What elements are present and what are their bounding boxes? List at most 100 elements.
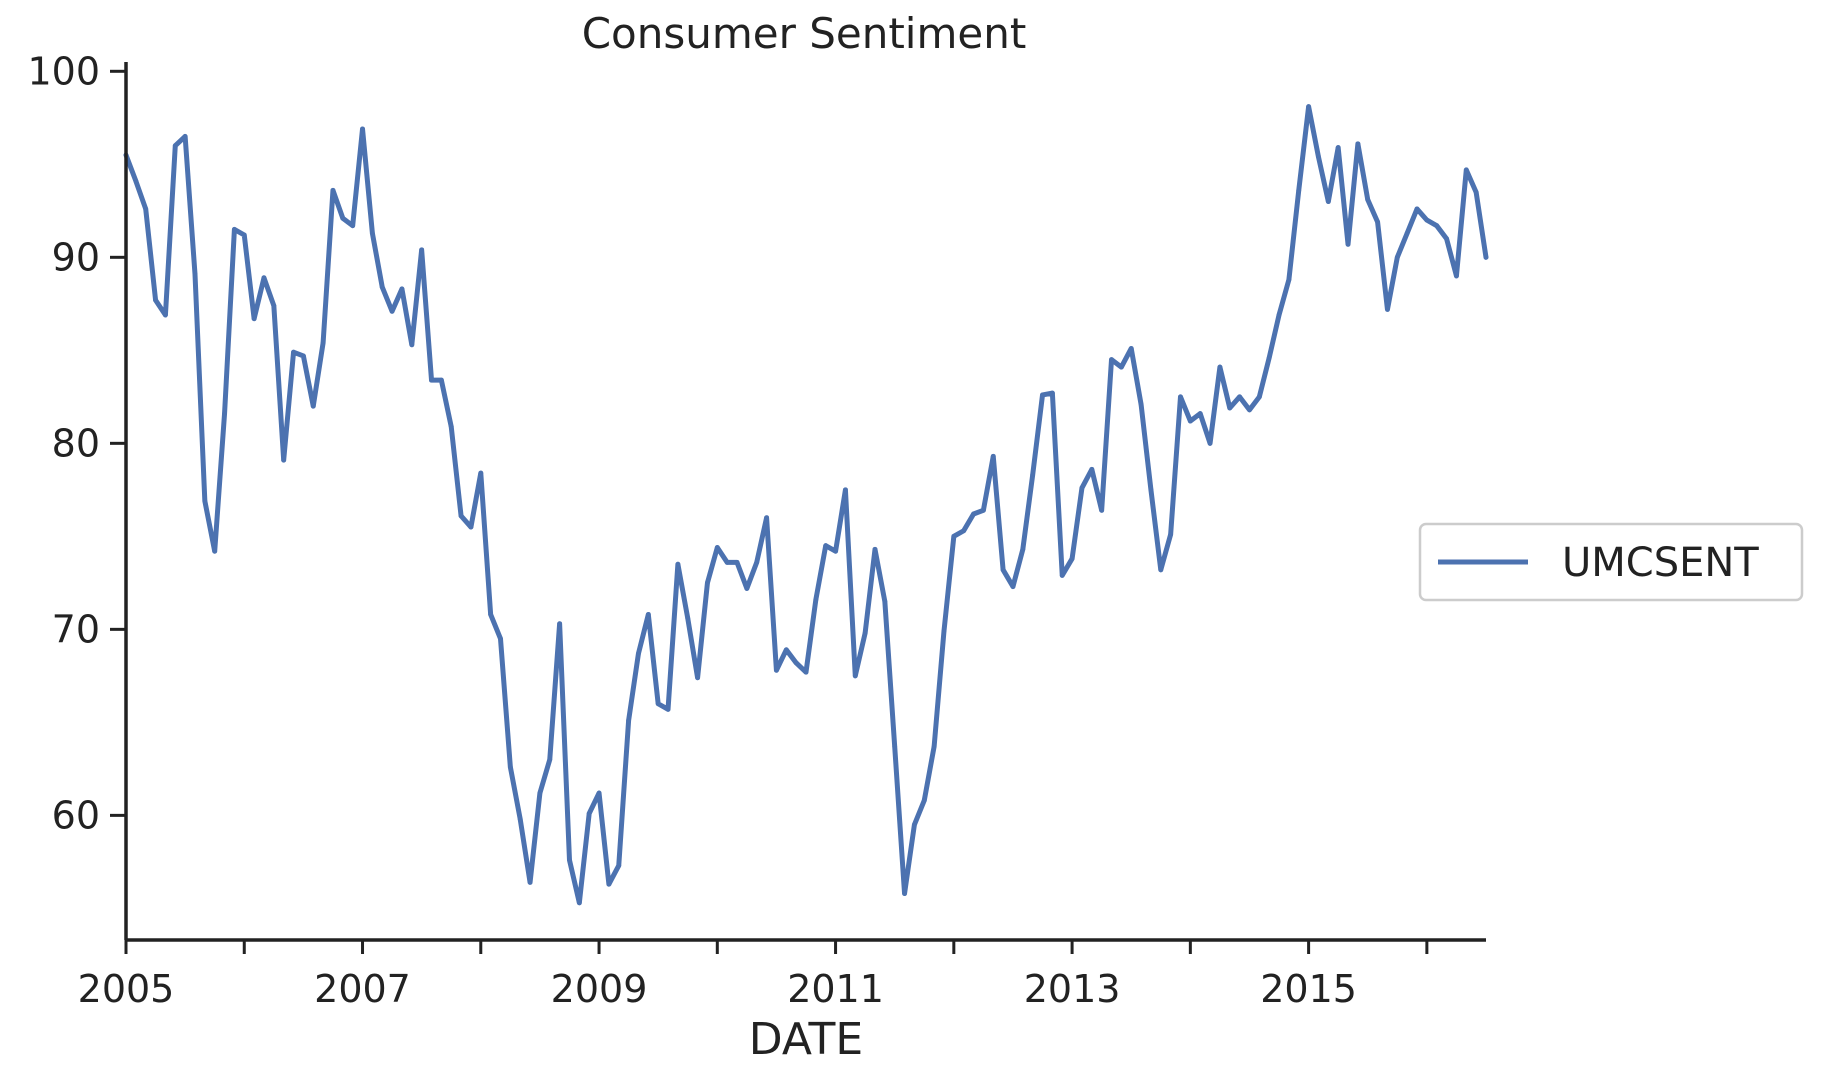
- data-point: [1128, 346, 1134, 351]
- y-axis-ticks: 60 70 80 90 100: [27, 49, 126, 837]
- data-point: [1365, 197, 1371, 203]
- data-point: [1463, 167, 1469, 173]
- data-point: [488, 612, 494, 617]
- data-point: [1266, 355, 1272, 361]
- y-tick-label: 80: [52, 421, 100, 465]
- data-point: [596, 790, 602, 796]
- data-point: [1109, 357, 1114, 363]
- data-point: [813, 597, 819, 602]
- data-point: [1207, 440, 1213, 446]
- data-point: [852, 673, 858, 679]
- data-point: [567, 857, 572, 863]
- data-point: [892, 744, 898, 749]
- data-point: [498, 636, 503, 642]
- data-point: [626, 718, 632, 723]
- data-point: [1148, 487, 1154, 493]
- data-point: [793, 660, 799, 666]
- data-point: [557, 621, 563, 627]
- data-point: [1069, 556, 1075, 562]
- data-point: [202, 498, 208, 504]
- data-point: [882, 599, 888, 604]
- data-point: [803, 669, 809, 675]
- data-point: [1276, 312, 1282, 318]
- data-point: [645, 612, 651, 617]
- data-point: [636, 651, 641, 656]
- data-point: [360, 126, 365, 132]
- data-point: [1197, 411, 1203, 416]
- data-point: [192, 271, 198, 277]
- data-point: [1483, 254, 1489, 260]
- data-point: [971, 511, 976, 517]
- data-point: [714, 545, 720, 550]
- data-point: [705, 580, 710, 586]
- data-point: [655, 701, 661, 707]
- data-point: [1454, 273, 1459, 279]
- data-point: [1227, 405, 1233, 411]
- data-point: [1316, 154, 1321, 160]
- data-point: [744, 586, 750, 591]
- data-point: [143, 206, 149, 212]
- data-point: [537, 790, 543, 796]
- data-point: [468, 524, 474, 530]
- data-point: [1286, 277, 1292, 283]
- data-point: [271, 303, 277, 309]
- data-point: [774, 667, 779, 673]
- data-point: [1375, 219, 1380, 225]
- x-tick-label: 2009: [551, 967, 648, 1011]
- data-point: [1187, 418, 1193, 424]
- data-point: [931, 744, 937, 749]
- data-point: [921, 798, 927, 803]
- data-point: [232, 227, 237, 232]
- data-point: [1434, 223, 1440, 229]
- data-point: [675, 561, 681, 567]
- y-tick-label: 90: [52, 235, 100, 279]
- data-point: [912, 822, 917, 828]
- data-point: [902, 891, 907, 896]
- data-point: [1335, 145, 1341, 150]
- data-point: [1010, 584, 1016, 589]
- data-point: [1049, 390, 1055, 396]
- data-point: [783, 647, 789, 653]
- x-tick-label: 2007: [314, 967, 411, 1011]
- data-point: [1256, 394, 1262, 400]
- data-point: [843, 487, 848, 493]
- data-point: [251, 316, 257, 322]
- data-point: [961, 528, 967, 534]
- data-point: [1059, 573, 1065, 578]
- series-line-umcsent: [123, 104, 1489, 906]
- data-point: [222, 411, 227, 416]
- x-tick-label: 2005: [78, 967, 175, 1011]
- data-point: [1217, 364, 1223, 370]
- data-point: [941, 628, 947, 634]
- data-point: [350, 223, 356, 229]
- data-point: [1099, 507, 1105, 513]
- data-point: [754, 559, 760, 565]
- data-point: [586, 811, 592, 816]
- data-point: [310, 403, 316, 409]
- data-point: [419, 247, 425, 253]
- data-point: [517, 816, 523, 822]
- x-tick-label: 2013: [1024, 967, 1121, 1011]
- data-point: [724, 559, 730, 565]
- data-point: [163, 312, 168, 318]
- data-point: [1040, 392, 1045, 398]
- data-point: [1414, 206, 1420, 212]
- data-point: [616, 863, 622, 868]
- chart-title: Consumer Sentiment: [582, 9, 1027, 58]
- data-point: [399, 286, 405, 292]
- data-point: [1158, 567, 1164, 573]
- data-point: [409, 342, 415, 348]
- data-point: [172, 143, 178, 149]
- data-point: [182, 134, 188, 139]
- data-point: [823, 543, 829, 549]
- data-point: [1345, 241, 1351, 247]
- data-point: [340, 215, 346, 221]
- data-point: [1118, 364, 1124, 370]
- data-point: [1089, 466, 1095, 472]
- data-point: [1168, 532, 1174, 537]
- data-point: [1020, 546, 1026, 552]
- y-tick-label: 70: [52, 607, 100, 651]
- data-point: [1000, 567, 1006, 573]
- data-point: [734, 559, 740, 565]
